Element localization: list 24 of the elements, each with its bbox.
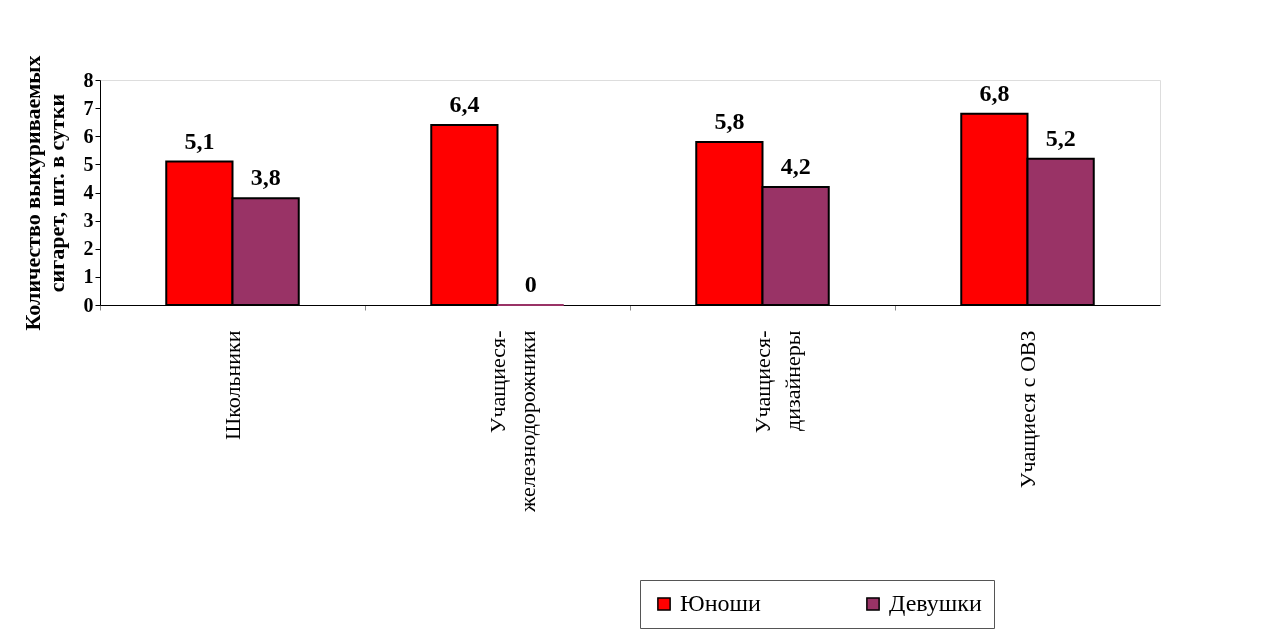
x-tick-label: Учащиеся с ОВЗ [1014,330,1040,489]
data-label: 3,8 [250,164,281,191]
y-axis-title: Количество выкуриваемых сигарет, шт. в сутки [19,55,69,331]
data-label: 5,1 [184,127,215,154]
y-tick-label: 3 [83,209,94,232]
data-label: 4,2 [780,152,811,179]
y-tick-label: 2 [83,237,94,260]
x-tick-label: Школьники [219,330,245,440]
y-tick-label: 5 [83,152,94,175]
data-label: 6,4 [449,91,480,117]
legend-label: Юноши [680,590,761,616]
y-tick-label: 4 [83,181,94,203]
legend-label: Девушки [889,590,982,616]
y-tick-label: 7 [83,96,94,119]
data-label: 5,2 [1045,124,1076,151]
data-label: 5,8 [714,107,745,134]
data-label: 6,8 [979,79,1010,106]
data-label: 0 [524,271,537,297]
y-tick-label: 6 [83,124,94,147]
y-tick-label: 0 [83,293,94,316]
x-tick-label: Учащиеся-железнодорожники [484,330,540,513]
y-tick-label: 1 [83,265,94,288]
x-tick-label: Учащиеся-дизайнеры [749,330,805,434]
y-tick-label: 8 [83,68,94,91]
